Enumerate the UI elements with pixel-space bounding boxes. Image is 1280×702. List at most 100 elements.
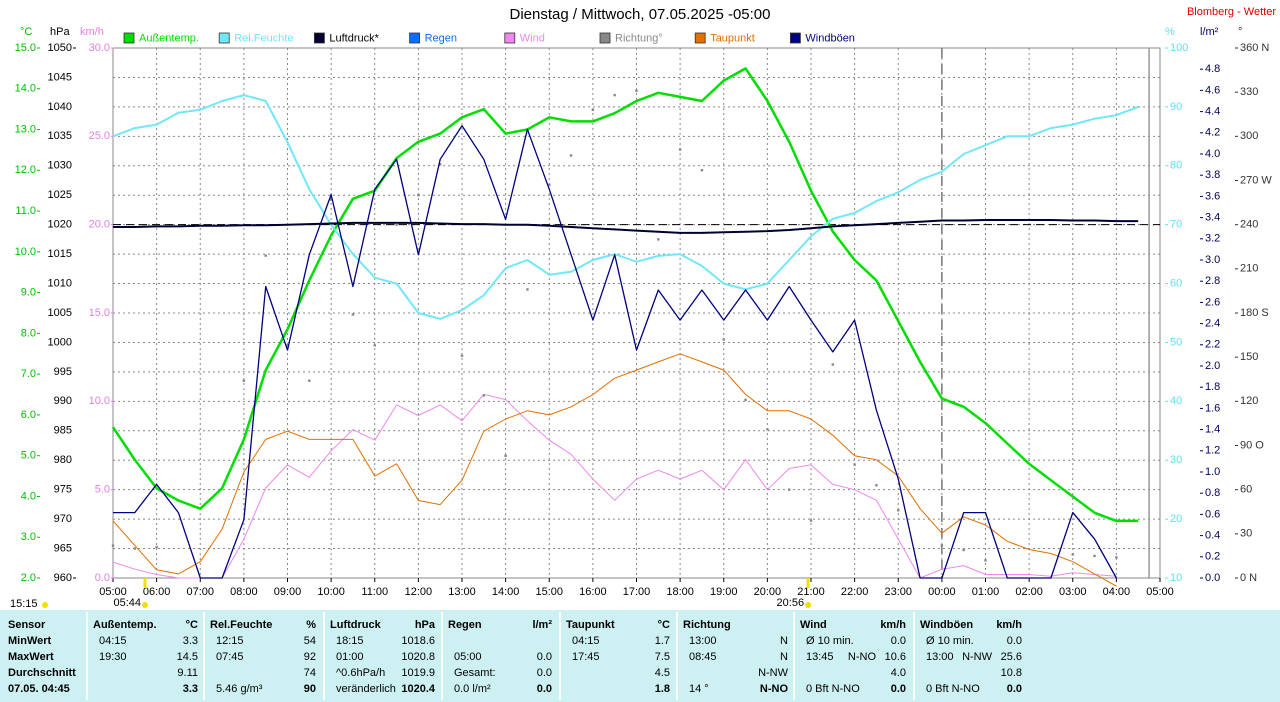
axis-unit: km/h: [80, 26, 104, 38]
y-tick-label: 15.0: [89, 307, 110, 319]
legend-label: Regen: [425, 32, 457, 44]
y-tick-label: 4.0: [1205, 148, 1220, 160]
table-cell: 05:00: [454, 651, 482, 663]
y-tick-label: 90 O: [1240, 439, 1264, 451]
y-tick-label: 3.2: [1205, 233, 1220, 245]
y-tick-label: 12.0: [15, 164, 36, 176]
y-tick-label: 0.0: [1205, 572, 1220, 584]
direction-dot: [286, 344, 289, 347]
direction-dot: [242, 379, 246, 382]
direction-dot: [678, 148, 682, 151]
direction-dot: [264, 254, 267, 257]
y-tick-label: 4.6: [1205, 84, 1220, 96]
legend-label: Taupunkt: [710, 32, 755, 44]
direction-dot: [111, 544, 115, 547]
x-tick-label: 07:00: [186, 586, 214, 598]
y-tick-label: 960: [54, 572, 72, 584]
sunrise-dot: [141, 602, 148, 608]
panel-name: Rel.Feuchte: [210, 619, 272, 631]
y-tick-label: 2.6: [1205, 296, 1220, 308]
legend-swatch: [313, 32, 325, 44]
table-cell: 19:30: [99, 651, 127, 663]
direction-dot: [809, 519, 813, 522]
x-tick-label: 09:00: [274, 586, 302, 598]
x-tick-label: 08:00: [230, 586, 258, 598]
direction-dot: [460, 354, 464, 357]
table-cell: 17:45: [572, 651, 600, 663]
table-cell: 3.3: [183, 683, 198, 695]
series-line: [113, 125, 1117, 579]
table-cell: N-NO: [760, 683, 789, 695]
y-tick-label: 14.0: [15, 83, 36, 95]
direction-dot: [875, 484, 878, 487]
panel-unit: l/m²: [532, 619, 552, 631]
row-label: MaxWert: [8, 651, 54, 663]
y-tick-label: 1025: [48, 189, 72, 201]
direction-dot: [853, 463, 856, 466]
direction-dot: [591, 108, 595, 112]
y-tick-label: 60: [1240, 484, 1252, 496]
y-tick-label: 150: [1240, 351, 1258, 363]
sunset-dot: [805, 602, 812, 608]
y-tick-label: 40: [1170, 395, 1182, 407]
y-tick-label: 10.0: [15, 246, 36, 258]
y-tick-label: 0.4: [1205, 530, 1220, 542]
y-tick-label: 11.0: [15, 205, 36, 217]
axis-unit: hPa: [50, 26, 70, 38]
y-tick-label: 30: [1170, 454, 1182, 466]
y-tick-label: 25.0: [89, 130, 110, 142]
y-tick-label: 20: [1170, 513, 1182, 525]
panel-name: Windböen: [920, 619, 973, 631]
y-tick-label: 7.0: [21, 368, 36, 380]
legend-label: Außentemp.: [139, 32, 199, 44]
direction-dot: [1115, 556, 1118, 559]
y-tick-label: 980: [54, 454, 72, 466]
y-tick-label: 2.2: [1205, 339, 1220, 351]
y-tick-label: 4.4: [1205, 106, 1220, 118]
table-cell: 74: [304, 667, 316, 679]
table-cell: 54: [304, 635, 316, 647]
table-cell: 13:00: [926, 651, 954, 663]
y-tick-label: 100: [1170, 42, 1188, 54]
x-tick-label: 15:00: [535, 586, 563, 598]
daylength-label: 15:15: [10, 598, 38, 610]
x-tick-label: 03:00: [1059, 586, 1087, 598]
legend-swatch: [504, 32, 516, 44]
table-cell: Gesamt:: [454, 667, 496, 679]
table-cell: 92: [304, 651, 316, 663]
table-cell: 0.0: [891, 683, 906, 695]
table-cell: 0 Bft N-NO: [806, 683, 860, 695]
y-tick-label: 2.4: [1205, 318, 1220, 330]
y-tick-label: 0.6: [1205, 508, 1220, 520]
y-tick-label: 2.0: [21, 572, 36, 584]
y-tick-label: 975: [54, 484, 72, 496]
y-tick-label: 6.0: [21, 409, 36, 421]
y-tick-label: 1.0: [1205, 466, 1220, 478]
x-tick-label: 02:00: [1015, 586, 1043, 598]
axis-unit: %: [1165, 26, 1175, 38]
y-tick-label: 50: [1170, 336, 1182, 348]
x-tick-label: 22:00: [841, 586, 869, 598]
table-cell: 0.0: [1007, 635, 1022, 647]
legend-swatch: [790, 32, 801, 44]
direction-dot: [657, 238, 660, 241]
y-tick-label: 2.0: [1205, 360, 1220, 372]
y-tick-label: 60: [1170, 277, 1182, 289]
x-tick-label: 17:00: [623, 586, 651, 598]
y-tick-label: 1.4: [1205, 424, 1220, 436]
table-cell: 10.6: [885, 651, 906, 663]
series-line: [113, 219, 1139, 234]
direction-dot: [722, 338, 725, 341]
table-cell: 1018.6: [401, 635, 435, 647]
direction-dot: [1071, 553, 1074, 556]
panel-unit: %: [306, 619, 316, 631]
y-tick-label: 4.2: [1205, 127, 1220, 139]
table-cell: N: [780, 651, 788, 663]
y-tick-label: 3.0: [1205, 254, 1220, 266]
direction-dot: [1093, 554, 1096, 558]
table-cell: 0.0: [537, 683, 552, 695]
x-tick-label: 06:00: [143, 586, 171, 598]
y-tick-label: 300: [1240, 130, 1258, 142]
legend-swatch: [409, 32, 421, 44]
